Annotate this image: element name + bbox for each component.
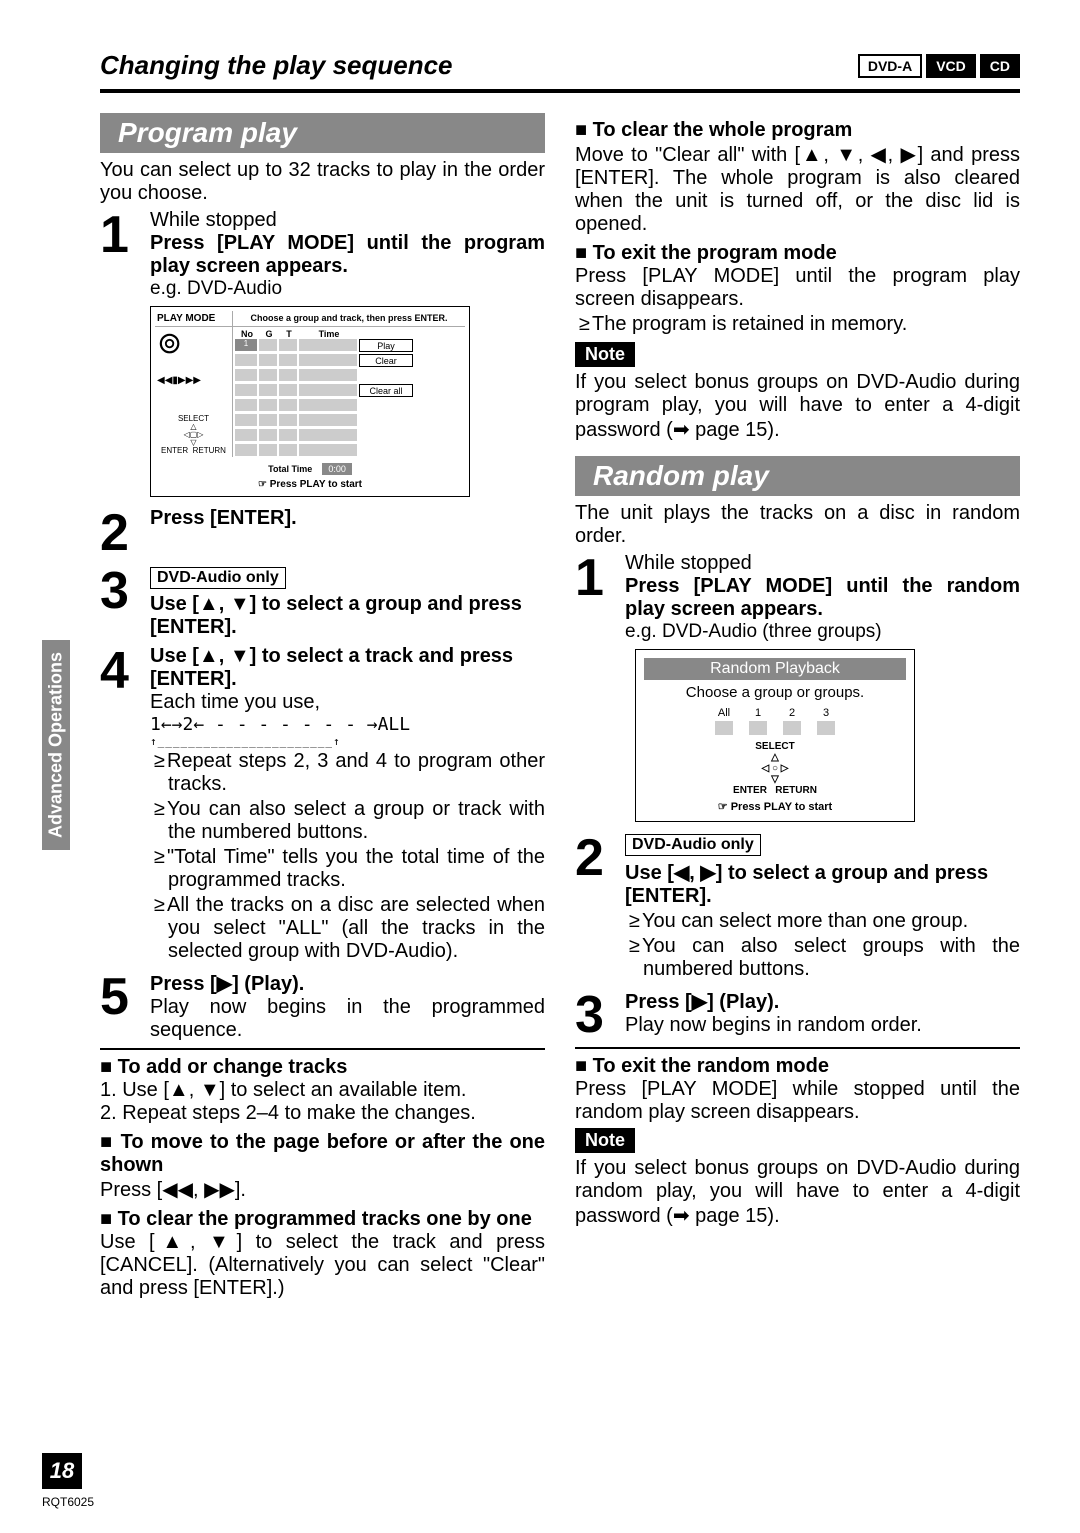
step-3: 3 xyxy=(100,565,140,639)
note-badge-2: Note xyxy=(575,1128,635,1153)
doc-id: RQT6025 xyxy=(42,1495,94,1509)
badge-dvda: DVD-A xyxy=(858,54,922,78)
rstep2-box: DVD-Audio only xyxy=(625,834,761,856)
step4-b4: All the tracks on a disc are selected wh… xyxy=(150,894,545,963)
col-no: No xyxy=(235,329,259,339)
sub-exit-random: To exit the random mode xyxy=(575,1055,1020,1078)
badge-vcd: VCD xyxy=(926,54,976,78)
random-play-bar: Random play xyxy=(575,456,1020,496)
page-number: 18 xyxy=(42,1453,82,1489)
step3-main: Use [▲, ▼] to select a group and press [… xyxy=(150,593,545,639)
d2-select: SELECT xyxy=(644,741,906,752)
step4-sub: Each time you use, xyxy=(150,691,545,714)
d2-2: 2 xyxy=(789,707,795,719)
rstep2-b2: You can also select groups with the numb… xyxy=(625,935,1020,981)
step4-seq2: ↑_______________________↑ xyxy=(150,735,545,748)
dia-press-play: ☞ Press PLAY to start xyxy=(155,477,465,492)
step1-main: Press [PLAY MODE] until the program play… xyxy=(150,232,545,278)
sub-exit-program: To exit the program mode xyxy=(575,242,1020,265)
clear1-txt: Use [▲, ▼] to select the track and press… xyxy=(100,1231,545,1300)
dia-total-label: Total Time xyxy=(268,464,312,474)
step5-main: Press [▶] (Play). xyxy=(150,971,545,996)
step4-b1: Repeat steps 2, 3 and 4 to program other… xyxy=(150,750,545,796)
side-tab: Advanced Operations xyxy=(42,640,70,850)
d2-all: All xyxy=(718,707,730,719)
step1-pre: While stopped xyxy=(150,209,545,232)
dia-total-time: 0:00 xyxy=(322,463,352,475)
dia-clearall-btn: Clear all xyxy=(359,384,413,397)
rstep1-pre: While stopped xyxy=(625,552,1020,575)
step5-sub: Play now begins in the programmed sequen… xyxy=(150,996,545,1042)
dia-instr: Choose a group and track, then press ENT… xyxy=(233,311,465,327)
program-play-bar: Program play xyxy=(100,113,545,153)
col-time: Time xyxy=(299,329,359,339)
dia-clear-btn: Clear xyxy=(359,354,413,367)
step4-main: Use [▲, ▼] to select a track and press [… xyxy=(150,645,545,691)
rstep2-b1: You can select more than one group. xyxy=(625,910,1020,933)
random-diagram: Random Playback Choose a group or groups… xyxy=(635,649,915,822)
step-5: 5 xyxy=(100,971,140,1042)
step4-b3: "Total Time" tells you the total time of… xyxy=(150,846,545,892)
add1: 1. Use [▲, ▼] to select an available ite… xyxy=(100,1079,545,1102)
sub-add: To add or change tracks xyxy=(100,1056,545,1079)
step4-seq1: 1←→2← - - - - - - - →ALL xyxy=(150,714,545,735)
exit-txt-random: Press [PLAY MODE] while stopped until th… xyxy=(575,1078,1020,1124)
step1-eg: e.g. DVD-Audio xyxy=(150,278,545,300)
step3-box: DVD-Audio only xyxy=(150,567,286,589)
program-intro: You can select up to 32 tracks to play i… xyxy=(100,159,545,205)
disc-icon: ⊚◀◀▮▶▶▶ xyxy=(157,329,230,389)
sub-move: To move to the page before or after the … xyxy=(100,1131,545,1177)
col-g: G xyxy=(259,329,279,339)
sub-clearall: To clear the whole program xyxy=(575,119,1020,142)
d2-3: 3 xyxy=(823,707,829,719)
rstep3-sub: Play now begins in random order. xyxy=(625,1014,1020,1037)
dia-play-btn: Play xyxy=(359,339,413,352)
rstep-3: 3 xyxy=(575,989,615,1041)
col-t: T xyxy=(279,329,299,339)
rstep1-main: Press [PLAY MODE] until the random play … xyxy=(625,575,1020,621)
d2-start: ☞ Press PLAY to start xyxy=(644,800,906,813)
exit-txt-program: Press [PLAY MODE] until the program play… xyxy=(575,265,1020,311)
d2-return: RETURN xyxy=(775,785,817,796)
exit-bullet: The program is retained in memory. xyxy=(575,313,1020,336)
step2-main: Press [ENTER]. xyxy=(150,507,545,530)
move1: Press [◀◀, ▶▶]. xyxy=(100,1177,545,1202)
step4-b2: You can also select a group or track wit… xyxy=(150,798,545,844)
d2-sub: Choose a group or groups. xyxy=(644,684,906,701)
dia-enter: ENTER xyxy=(161,446,188,455)
note-program: If you select bonus groups on DVD-Audio … xyxy=(575,371,1020,442)
rstep3-main: Press [▶] (Play). xyxy=(625,989,1020,1014)
sub-clear1: To clear the programmed tracks one by on… xyxy=(100,1208,545,1231)
note-random: If you select bonus groups on DVD-Audio … xyxy=(575,1157,1020,1228)
program-diagram: PLAY MODE Choose a group and track, then… xyxy=(150,306,470,497)
rstep2-main: Use [◀, ▶] to select a group and press [… xyxy=(625,860,1020,908)
dia-playmode: PLAY MODE xyxy=(155,311,233,327)
right-column: To clear the whole program Move to "Clea… xyxy=(575,113,1020,1300)
step-2: 2 xyxy=(100,507,140,559)
note-badge-1: Note xyxy=(575,342,635,367)
d2-enter: ENTER xyxy=(733,785,767,796)
left-column: Program play You can select up to 32 tra… xyxy=(100,113,545,1300)
format-badges: DVD-A VCD CD xyxy=(858,54,1020,78)
header: Changing the play sequence DVD-A VCD CD xyxy=(100,50,1020,93)
rstep-1: 1 xyxy=(575,552,615,643)
d2-1: 1 xyxy=(755,707,761,719)
rstep1-eg: e.g. DVD-Audio (three groups) xyxy=(625,621,1020,643)
page-title: Changing the play sequence xyxy=(100,50,453,81)
dia-return: RETURN xyxy=(193,446,226,455)
step-4: 4 xyxy=(100,645,140,965)
add2: 2. Repeat steps 2–4 to make the changes. xyxy=(100,1102,545,1125)
badge-cd: CD xyxy=(980,54,1020,78)
random-intro: The unit plays the tracks on a disc in r… xyxy=(575,502,1020,548)
rstep-2: 2 xyxy=(575,832,615,983)
clearall-txt: Move to "Clear all" with [▲, ▼, ◀, ▶] an… xyxy=(575,142,1020,236)
d2-title: Random Playback xyxy=(644,658,906,680)
step-1: 1 xyxy=(100,209,140,300)
